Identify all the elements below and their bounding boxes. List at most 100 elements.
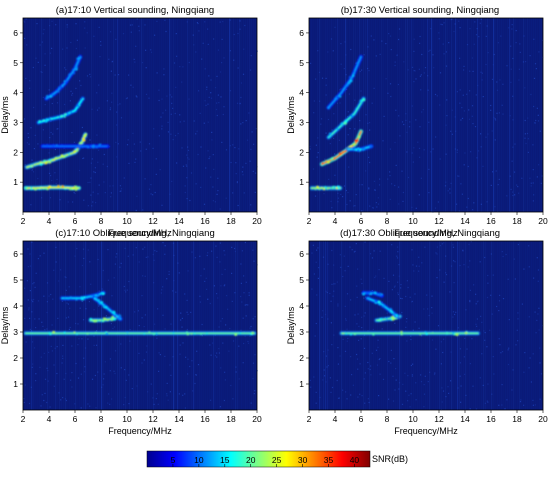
panel-c: 2 4 6 8 10 12 14 16 18 20123456Frequency/MHzDelay… [0,240,262,436]
panel-a-xtick-label-6: 6 [73,216,78,226]
panel-b-background [309,18,543,212]
panel-c-xlabel: Frequency/MHz [108,426,172,436]
panel-b-ytick-label-2: 2 [299,147,304,157]
panel-a-traces [23,54,110,191]
panel-c-xtick-label-10: 10 [122,414,132,424]
colorbar-tick-label-35: 35 [324,455,334,465]
panel-d-xtick-label-20: 20 [538,414,548,424]
panel-d-xtick-label-10: 10 [408,414,418,424]
panel-d-traces [339,290,481,337]
panel-c-xtick-label-20: 20 [252,414,262,424]
panel-a-xtick-label-10: 10 [122,216,132,226]
panel-a-xtick-label-20: 20 [252,216,262,226]
panel-a-xtick-label-14: 14 [174,216,184,226]
panel-c-ytick-label-3: 3 [13,327,18,337]
panel-b-xtick-label-6: 6 [359,216,364,226]
panel-b-title: (b)17:30 Vertical sounding, Ningqiang [341,5,499,16]
panel-d-xtick-label-18: 18 [512,414,522,424]
panel-d-xtick-label-12: 12 [434,414,444,424]
colorbar: SNR(dB) 5 10 15 20 25 30 35 40 [146,450,408,468]
panel-c-traces [23,290,257,336]
panel-c-ytick-label-4: 4 [13,301,18,311]
panel-a-ytick-label-4: 4 [13,88,18,98]
colorbar-tick-label-5: 5 [171,455,176,465]
panel-d-background [309,241,543,410]
colorbar-ticks: 5 10 15 20 25 30 35 40 [171,455,360,467]
panel-c-frame [22,240,258,411]
panel-c-background [23,241,257,410]
panel-d-ytick-label-2: 2 [299,353,304,363]
panel-d-xtick-label-2: 2 [307,414,312,424]
panel-d-xlabel: Frequency/MHz [394,426,458,436]
panel-b-frame [308,17,544,213]
panel-b-ytick-label-5: 5 [299,58,304,68]
panel-c-noise [23,241,258,411]
colorbar-tick-label-15: 15 [220,455,230,465]
panel-b-xtick-label-16: 16 [486,216,496,226]
panel-c-title: (c)17:10 Oblique sounding, Ningqiang [55,228,215,239]
panel-b-trace-4 [347,145,373,151]
colorbar-tick-label-30: 30 [298,455,308,465]
panel-c-xtick-label-14: 14 [174,414,184,424]
panel-a-ytick-label-5: 5 [13,58,18,68]
panel-c-trace-3 [93,297,122,320]
panel-b-xtick-label-20: 20 [538,216,548,226]
colorbar-tick-label-40: 40 [350,455,360,465]
panel-a-frame [22,17,258,213]
panel-d-ytick-label-6: 6 [299,249,304,259]
panel-b-xtick-label-4: 4 [333,216,338,226]
panel-d-xtick-label-16: 16 [486,414,496,424]
panel-b-xtick-label-14: 14 [460,216,470,226]
panel-b-xtick-label-12: 12 [434,216,444,226]
panel-c-xtick-label-12: 12 [148,414,158,424]
panel-b-xtick-label-10: 10 [408,216,418,226]
panel-b-traces [309,54,374,191]
panel-a-xtick-label-8: 8 [99,216,104,226]
panel-a-xtick-label-2: 2 [21,216,26,226]
panel-d-xtick-label-8: 8 [385,414,390,424]
panels: 2 4 6 8 10 12 14 16 18 20123456Frequency/MHzDelay… [0,17,548,436]
panel-a-title: (a)17:10 Vertical sounding, Ningqiang [56,5,214,16]
panel-b-trace-2 [327,97,365,139]
panel-a-ytick-label-1: 1 [13,177,18,187]
panel-b-ytick-label-6: 6 [299,28,304,38]
panel-d-ylabel: Delay/ms [286,306,296,344]
colorbar-tick-label-10: 10 [194,455,204,465]
panel-a-xtick-label-12: 12 [148,216,158,226]
panel-d-ytick-label-3: 3 [299,327,304,337]
panel-a-xtick-label-18: 18 [226,216,236,226]
colorbar-tick-label-20: 20 [246,455,256,465]
panel-c-xtick-label-16: 16 [200,414,210,424]
panel-b-ytick-label-3: 3 [299,117,304,127]
panel-a-ytick-label-3: 3 [13,117,18,127]
panel-b-xtick-label-8: 8 [385,216,390,226]
panel-b-ytick-label-4: 4 [299,88,304,98]
panel-a-xtick-label-4: 4 [47,216,52,226]
panel-c-ytick-label-1: 1 [13,379,18,389]
panel-d-noise [309,241,544,411]
panel-d-ytick-label-5: 5 [299,275,304,285]
panel-d-xtick-label-4: 4 [333,414,338,424]
colorbar-label: SNR(dB) [372,454,408,464]
panel-a-ytick-label-2: 2 [13,147,18,157]
panel-d-ytick-label-1: 1 [299,379,304,389]
panel-c-xtick-label-4: 4 [47,414,52,424]
panel-c-ytick-label-2: 2 [13,353,18,363]
panel-a-ylabel: Delay/ms [0,96,10,134]
panel-c-xtick-label-18: 18 [226,414,236,424]
panel-c-ytick-label-5: 5 [13,275,18,285]
panel-a-xlabel: Frequency/MHz [108,228,172,238]
panel-a-ytick-label-6: 6 [13,28,18,38]
panel-b-noise [309,18,544,213]
panel-d-ytick-label-4: 4 [299,301,304,311]
panel-d-frame [308,240,544,411]
panel-c-xtick-label-2: 2 [21,414,26,424]
panel-d-xtick-label-6: 6 [359,414,364,424]
panel-d: 2 4 6 8 10 12 14 16 18 20123456Frequency/MHzDelay… [286,240,548,436]
panel-c-xtick-label-6: 6 [73,414,78,424]
panel-a: 2 4 6 8 10 12 14 16 18 20123456Frequency/MHzDelay… [0,17,262,238]
panel-b-xtick-label-18: 18 [512,216,522,226]
panel-b-xtick-label-2: 2 [307,216,312,226]
panel-b-xlabel: Frequency/MHz [394,228,458,238]
